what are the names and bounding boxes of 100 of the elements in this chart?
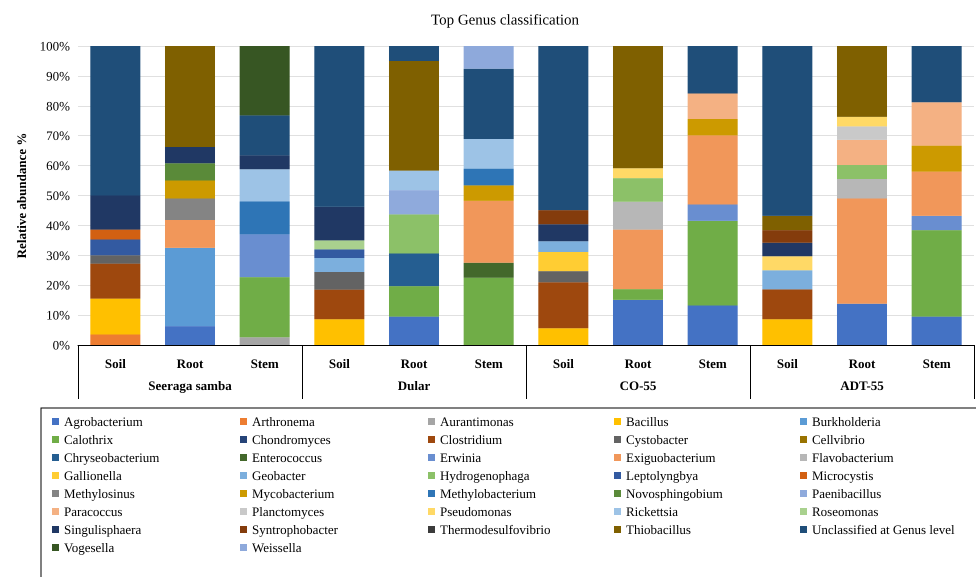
bar (464, 185, 514, 201)
bar (688, 118, 738, 136)
bar (464, 168, 514, 186)
bar (240, 115, 290, 156)
legend-label: Pseudomonas (440, 504, 512, 519)
bar (90, 239, 140, 256)
legend-label: Roseomonas (812, 504, 878, 519)
bar (464, 200, 514, 263)
legend-label: Erwinia (440, 450, 482, 465)
x-tick-label: Root (848, 356, 876, 371)
y-tick-label: 60% (46, 158, 70, 174)
legend-label: Thiobacillus (626, 522, 691, 537)
y-tick-label: 20% (46, 278, 70, 293)
legend-label: Gallionella (64, 468, 122, 483)
bar (836, 116, 888, 126)
x-tick-label: Soil (104, 356, 126, 371)
bar (836, 140, 888, 165)
legend-label: Methylobacterium (440, 486, 536, 501)
legend-label: Microcystis (812, 468, 874, 483)
bar (538, 224, 588, 242)
y-tick-label: 10% (46, 308, 70, 323)
x-tick-label: Root (400, 356, 428, 371)
legend-label: Flavobacterium (812, 450, 894, 465)
bar (688, 306, 738, 345)
bar (762, 289, 812, 320)
bar (388, 214, 440, 254)
bar (688, 220, 738, 306)
bar (612, 202, 664, 230)
legend-label: Leptolyngbya (626, 468, 698, 483)
legend-label: Agrobacterium (64, 414, 143, 429)
legend-label: Syntrophobacter (252, 522, 339, 537)
y-tick-label: 50% (46, 188, 70, 203)
bar (164, 147, 216, 164)
y-tick-label: 90% (46, 68, 70, 84)
bar (836, 198, 888, 304)
bar (90, 196, 140, 230)
bar (314, 290, 364, 320)
bar (164, 46, 216, 148)
bar (240, 201, 290, 234)
bar (538, 241, 588, 252)
legend-label: Bacillus (626, 414, 669, 429)
legend-label: Exiguobacterium (626, 450, 716, 465)
bar (388, 60, 440, 171)
legend-label: Hydrogenophaga (440, 468, 530, 483)
bar (388, 254, 440, 286)
bar (762, 216, 812, 230)
y-tick-label: 30% (46, 248, 70, 263)
bar (90, 46, 140, 196)
bar (688, 46, 738, 94)
legend-label: Thermodesulfovibrio (440, 522, 550, 537)
text: ADT-55 (840, 378, 884, 393)
legend-label: Weissella (252, 540, 302, 555)
bar (836, 46, 888, 117)
bar (314, 206, 364, 240)
legend-label: Chryseobacterium (64, 450, 160, 465)
y-axis-title: Relative abundance % (14, 132, 29, 258)
bar (762, 256, 812, 270)
x-tick-label: Soil (776, 356, 798, 371)
legend-label: Geobacter (252, 468, 306, 483)
chart-title: Top Genus classification (430, 12, 580, 28)
bar (90, 255, 140, 264)
bar (836, 126, 888, 140)
bar (314, 46, 364, 207)
legend-label: Vogesella (64, 540, 115, 555)
bar (612, 46, 664, 168)
bar (240, 155, 290, 170)
bar (164, 198, 216, 220)
legend-label: Planctomyces (252, 504, 324, 519)
bar (240, 46, 290, 116)
bar (538, 252, 588, 272)
bar (762, 242, 812, 256)
x-tick-label: Root (624, 356, 652, 371)
bar (240, 337, 290, 345)
bar (538, 328, 588, 345)
text: Seeraga samba (148, 378, 232, 393)
bar (90, 298, 140, 335)
bar (912, 230, 962, 317)
x-tick-label: Stem (250, 356, 279, 371)
legend-label: Novosphingobium (626, 486, 723, 501)
bar (912, 46, 962, 102)
bar (836, 304, 888, 345)
bar (388, 46, 440, 61)
bar (912, 316, 962, 345)
bar (762, 270, 812, 290)
bar (688, 204, 738, 221)
legend-label: Arthronema (252, 414, 316, 429)
legend-label: Mycobacterium (252, 486, 334, 501)
bar (612, 289, 664, 300)
legend-label: Cystobacter (626, 432, 689, 447)
legend-label: Singulisphaera (64, 522, 142, 537)
bar (314, 272, 364, 290)
legend-label: Aurantimonas (440, 414, 514, 429)
bar (612, 230, 664, 290)
text: CO-55 (620, 378, 657, 393)
bar (388, 170, 440, 190)
legend-label: Enterococcus (252, 450, 322, 465)
bar (240, 234, 290, 278)
x-tick-label: Soil (328, 356, 350, 371)
legend-label: Cellvibrio (812, 432, 865, 447)
bar (240, 169, 290, 202)
